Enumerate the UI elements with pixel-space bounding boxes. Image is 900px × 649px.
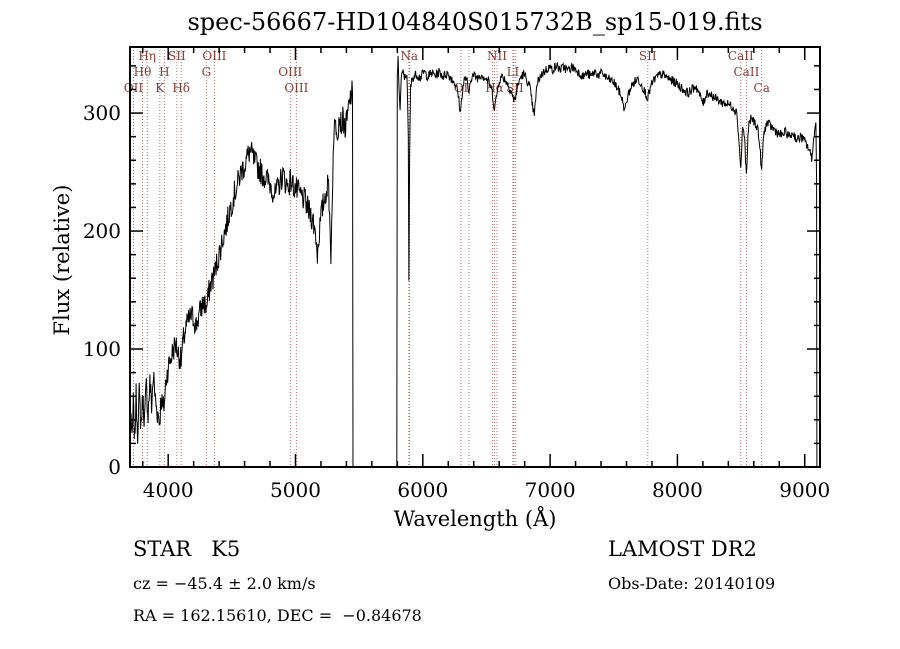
object-class-text: STAR K5 bbox=[133, 537, 241, 561]
spectral-line-label: OII bbox=[124, 81, 144, 95]
y-tick-label: 100 bbox=[83, 337, 121, 361]
spectral-line-label: G bbox=[202, 65, 212, 79]
spectral-line-label: LI bbox=[507, 65, 520, 79]
spectral-line-label: Hα bbox=[485, 81, 504, 95]
spectral-line-label: OIII bbox=[278, 65, 302, 79]
plot-title: spec-56667-HD104840S015732B_sp15-019.fit… bbox=[187, 8, 763, 36]
y-axis-label: Flux (relative) bbox=[50, 184, 74, 336]
spectral-line-label: OIII bbox=[202, 49, 226, 63]
spectral-line-label: OI bbox=[454, 81, 469, 95]
x-tick-label: 7000 bbox=[525, 478, 576, 502]
spectral-line-label: Hη bbox=[138, 49, 156, 63]
survey-text: LAMOST DR2 bbox=[608, 537, 757, 561]
spectral-line-label: K bbox=[155, 81, 165, 95]
blue-arm-trace bbox=[129, 80, 354, 468]
spectral-line-label: SII bbox=[168, 49, 186, 63]
x-tick-label: 6000 bbox=[397, 478, 448, 502]
y-tick-label: 300 bbox=[83, 101, 121, 125]
ra-dec-text: RA = 162.15610, DEC = −0.84678 bbox=[133, 606, 422, 625]
spectral-line-label: NII bbox=[487, 49, 507, 63]
x-tick-label: 9000 bbox=[779, 478, 830, 502]
obs-date-text: Obs-Date: 20140109 bbox=[608, 574, 776, 593]
spectral-line-label: SII bbox=[639, 49, 657, 63]
spectral-line-label: Na bbox=[400, 49, 418, 63]
cz-text: cz = −45.4 ± 2.0 km/s bbox=[133, 574, 316, 593]
x-tick-label: 5000 bbox=[270, 478, 321, 502]
spectral-line-label: CaII bbox=[734, 65, 760, 79]
x-tick-label: 4000 bbox=[143, 478, 194, 502]
spectral-line-label: Hθ bbox=[134, 65, 152, 79]
red-arm-trace bbox=[396, 55, 818, 468]
plot-frame bbox=[129, 46, 821, 468]
spectral-line-label: OIII bbox=[284, 81, 308, 95]
spectral-line-label: Ca bbox=[754, 81, 770, 95]
x-axis-label: Wavelength (Å) bbox=[393, 507, 557, 531]
y-tick-label: 0 bbox=[108, 455, 121, 479]
spectral-line-label: Hδ bbox=[172, 81, 190, 95]
x-tick-label: 8000 bbox=[652, 478, 703, 502]
y-tick-label: 200 bbox=[83, 219, 121, 243]
spectral-line-label: H bbox=[159, 65, 169, 79]
spectral-line-label: CaII bbox=[728, 49, 754, 63]
